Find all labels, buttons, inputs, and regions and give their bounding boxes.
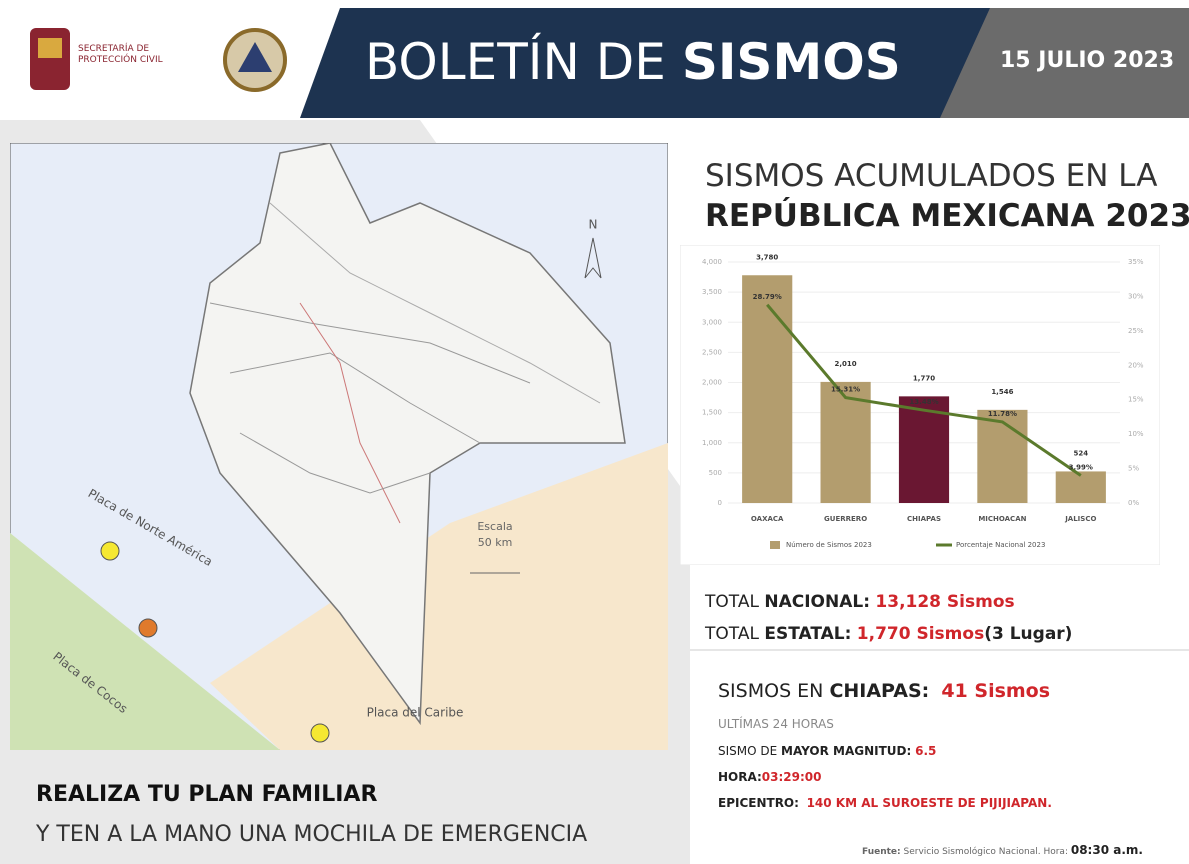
y2-tick-label: 10% <box>1128 430 1144 438</box>
y-tick-label: 3,000 <box>702 318 722 326</box>
label: SISMO DE <box>718 744 778 758</box>
x-tick-label: MICHOACAN <box>978 515 1026 523</box>
y-tick-label: 1,000 <box>702 439 722 447</box>
label: ESTATAL: <box>764 624 852 644</box>
epicenter <box>138 618 158 638</box>
map: N Escala 50 km Placa de Norte América Pl… <box>10 143 668 750</box>
chart-heading: SISMOS ACUMULADOS EN LA <box>705 158 1158 194</box>
label: SISMOS EN <box>718 680 824 702</box>
title-bold: SISMOS <box>681 33 901 91</box>
y-tick-label: 1,500 <box>702 409 722 417</box>
value: 1,770 Sismos <box>856 624 985 644</box>
x-tick-label: CHIAPAS <box>907 515 941 523</box>
y2-tick-label: 20% <box>1128 361 1144 369</box>
y2-tick-label: 25% <box>1128 327 1144 335</box>
state-outline <box>189 143 626 726</box>
time: 08:30 a.m. <box>1070 843 1143 857</box>
campaign-text: Y TEN A LA MANO UNA MOCHILA DE EMERGENCI… <box>36 822 588 847</box>
value: 13,128 Sismos <box>875 592 1015 612</box>
scale-title: Escala <box>477 520 512 533</box>
bar-value-label: 3,780 <box>756 253 778 261</box>
y2-tick-label: 15% <box>1128 396 1144 404</box>
y2-tick-label: 35% <box>1128 258 1144 266</box>
y2-tick-label: 5% <box>1128 465 1139 473</box>
line-value-label: 15.31% <box>831 386 860 394</box>
agency: SECRETARÍA DE PROTECCIÓN CIVIL <box>78 44 163 65</box>
plate-label: Placa del Caribe <box>367 706 464 720</box>
value: 6.5 <box>915 744 937 758</box>
scale-value: 50 km <box>478 536 513 549</box>
bar <box>742 275 793 503</box>
legend-label: Porcentaje Nacional 2023 <box>956 541 1045 549</box>
bar <box>1055 471 1106 503</box>
total-national: TOTAL NACIONAL: 13,128 Sismos <box>705 592 1015 612</box>
y2-tick-label: 30% <box>1128 292 1144 300</box>
label: HORA: <box>718 770 762 784</box>
total-state: TOTAL ESTATAL: 1,770 Sismos(3 Lugar) <box>705 624 1072 644</box>
legend-label: Número de Sismos 2023 <box>786 541 872 549</box>
label: EPICENTRO: <box>718 796 799 810</box>
value: 03:29:00 <box>761 770 822 784</box>
time: HORA:03:29:00 <box>718 770 822 784</box>
date-band <box>940 8 1189 118</box>
y-tick-label: 4,000 <box>702 258 722 266</box>
bar-value-label: 2,010 <box>835 360 857 368</box>
y-tick-label: 500 <box>709 469 722 477</box>
period: ULTÍMAS 24 HORAS <box>718 717 834 731</box>
bar-value-label: 1,546 <box>991 388 1013 396</box>
epicenter <box>310 723 330 743</box>
magnitude: SISMO DE MAYOR MAGNITUD: 6.5 <box>718 744 936 758</box>
campaign-title: REALIZA TU PLAN FAMILIAR <box>36 782 378 807</box>
chart-heading: REPÚBLICA MEXICANA 2023 <box>705 198 1189 234</box>
y-tick-label: 2,000 <box>702 379 722 387</box>
bar-value-label: 1,770 <box>913 374 935 382</box>
chiapas-count: SISMOS EN CHIAPAS: 41 Sismos <box>718 680 1050 702</box>
y-tick-label: 3,500 <box>702 288 722 296</box>
line-value-label: 13.48% <box>909 398 938 406</box>
epicenter <box>100 541 120 561</box>
text: Servicio Sismológico Nacional. Hora: <box>903 847 1068 857</box>
line-value-label: 11.78% <box>988 410 1017 418</box>
title: BOLETÍN DE SISMOS <box>365 34 901 90</box>
date: 15 JULIO 2023 <box>1000 48 1175 73</box>
x-tick-label: GUERRERO <box>824 515 867 523</box>
x-tick-label: JALISCO <box>1064 515 1096 523</box>
x-tick-label: OAXACA <box>751 515 784 523</box>
label: TOTAL <box>705 624 759 644</box>
bar <box>820 381 871 503</box>
y-tick-label: 2,500 <box>702 348 722 356</box>
title-band <box>300 8 990 118</box>
label: CHIAPAS: <box>829 680 930 702</box>
north-label: N <box>589 218 598 232</box>
label: Fuente: <box>862 847 901 857</box>
line-value-label: 3.99% <box>1069 464 1093 472</box>
label: MAYOR MAGNITUD: <box>781 744 912 758</box>
epicenter: EPICENTRO: 140 KM AL SUROESTE DE PIJIJIA… <box>718 796 1052 810</box>
y2-tick-label: 0% <box>1128 499 1139 507</box>
logo-shield <box>30 28 70 90</box>
bar <box>977 409 1028 503</box>
label: TOTAL <box>705 592 759 612</box>
title-light: BOLETÍN DE <box>365 33 666 91</box>
line-value-label: 28.79% <box>753 293 782 301</box>
value: 140 KM AL SUROESTE DE PIJIJIAPAN. <box>806 796 1052 810</box>
chart: 0 500 1,000 1,500 2,000 2,500 3,000 3,500 4,000 0… <box>680 245 1160 565</box>
legend-swatch <box>770 541 780 549</box>
y-tick-label: 0 <box>718 499 722 507</box>
value: 41 Sismos <box>941 680 1051 702</box>
rank: (3 Lugar) <box>984 624 1073 644</box>
footer: Fuente: Servicio Sismológico Nacional. H… <box>862 843 1143 857</box>
bar-value-label: 524 <box>1073 449 1088 457</box>
line <box>766 303 1082 477</box>
label: NACIONAL: <box>764 592 870 612</box>
